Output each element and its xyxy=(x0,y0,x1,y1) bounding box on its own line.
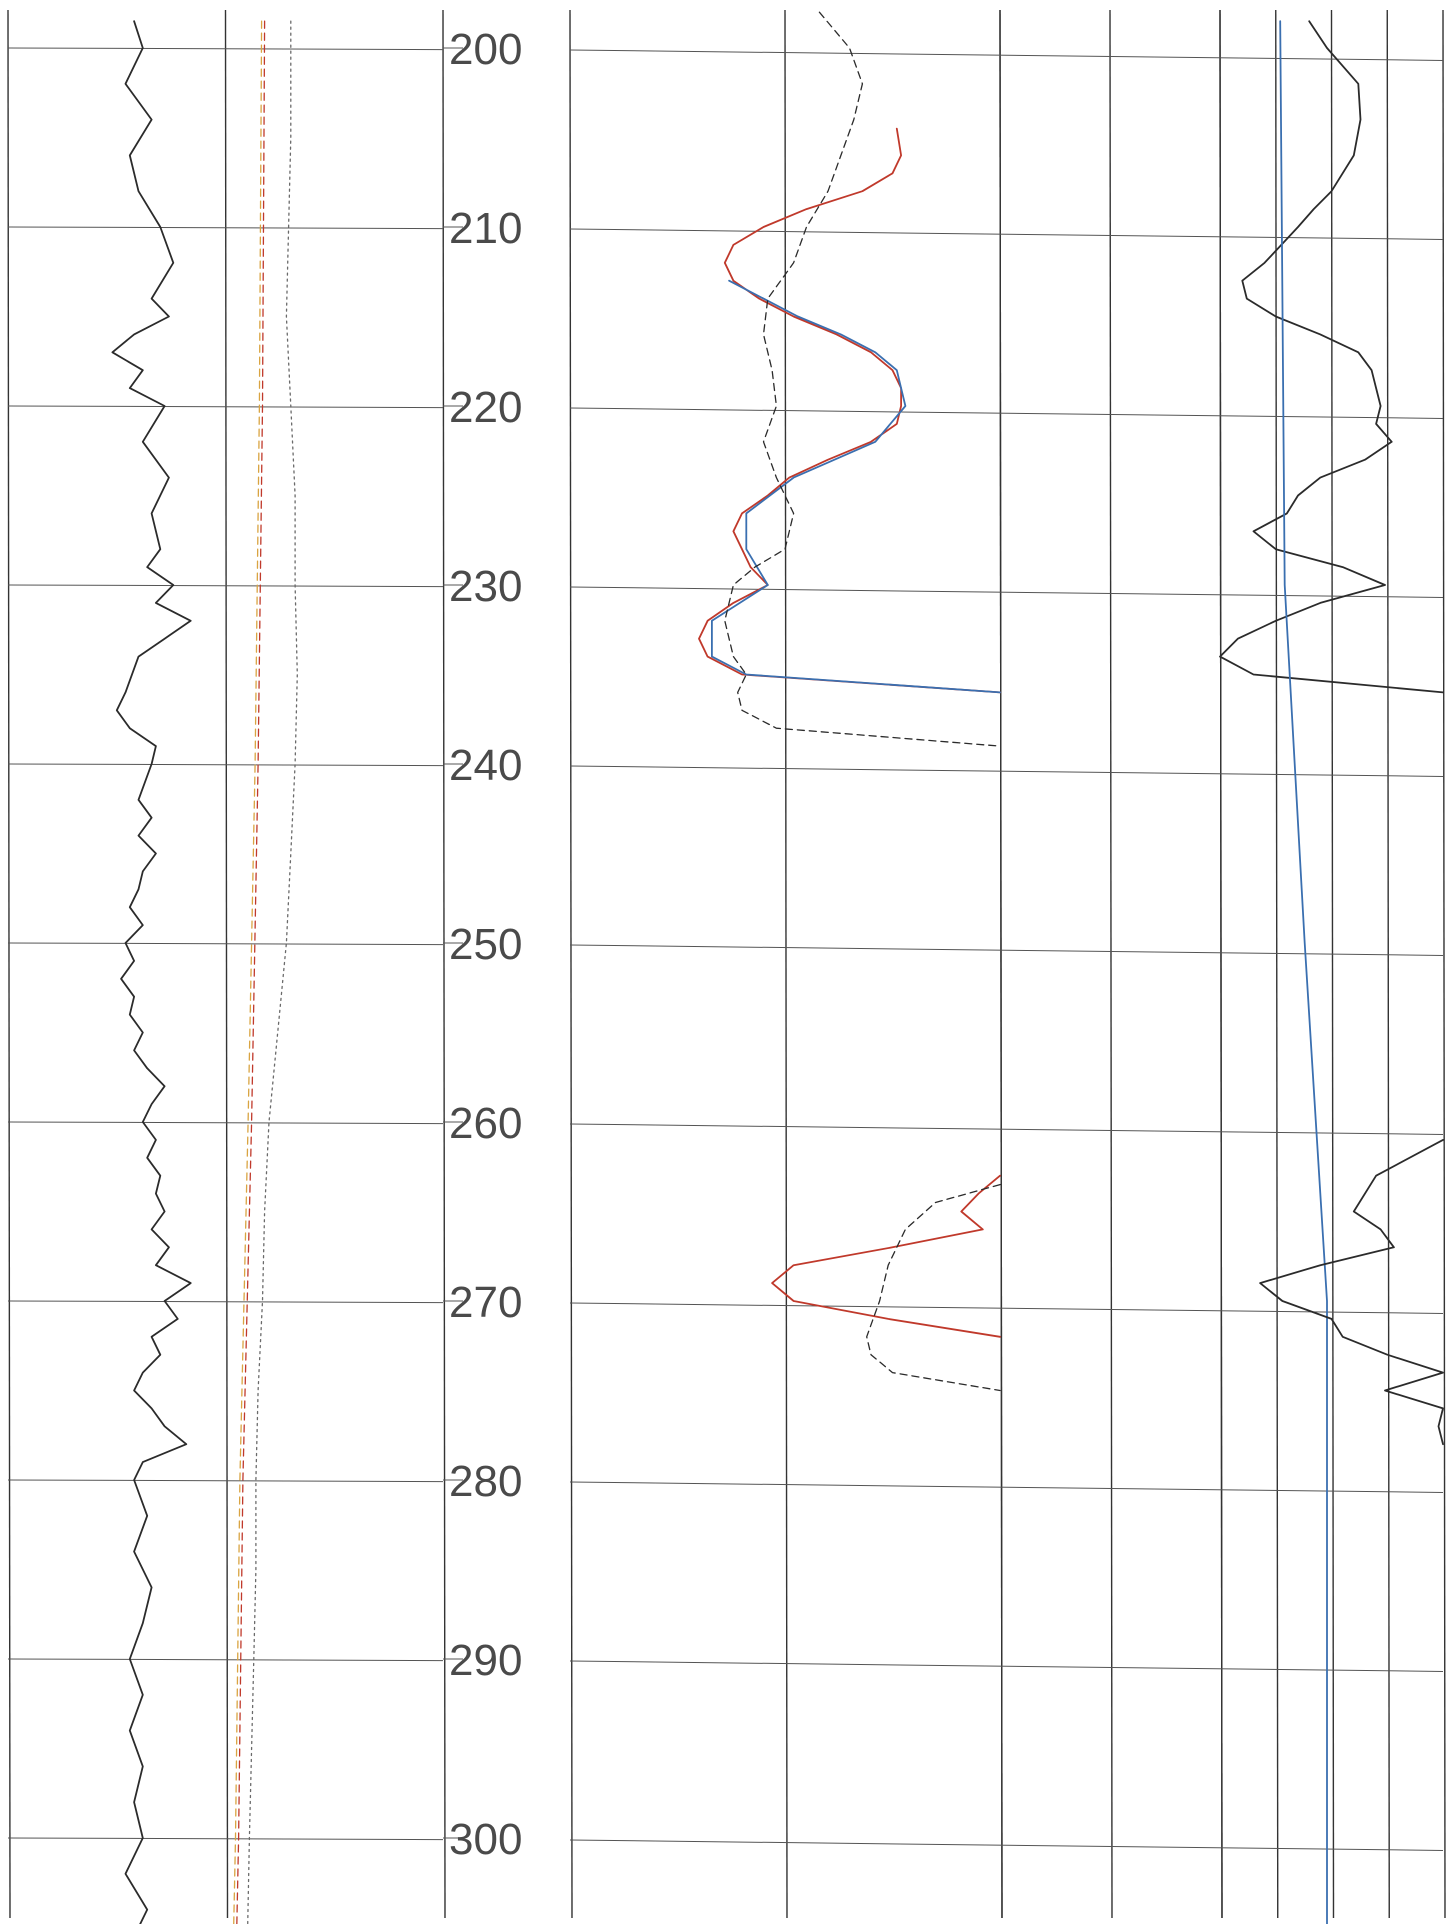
track-1-dashed-1-series xyxy=(236,20,266,1924)
depth-label-250: 250 xyxy=(449,920,522,969)
hgrid-left-210 xyxy=(7,226,444,230)
hgrid-left-270 xyxy=(7,1300,444,1304)
track-2-curve-c-series xyxy=(724,11,1001,747)
hgrid-right-250 xyxy=(569,944,1444,956)
depth-label-290: 290 xyxy=(449,1636,522,1685)
track-1-vgrid-2 xyxy=(442,9,446,1919)
hgrid-right-260 xyxy=(569,1123,1444,1135)
hgrid-left-250 xyxy=(7,942,444,946)
track-4-curve-g-series xyxy=(1279,20,1328,1924)
track-1-vgrid-0 xyxy=(7,9,11,1919)
hgrid-left-230 xyxy=(7,584,444,588)
depth-axis: 200 210 220 230 240 250 260 270 280 290 300 xyxy=(449,25,522,1864)
hgrid-right-200 xyxy=(569,49,1444,61)
track-2-curve-e-series xyxy=(866,1183,1001,1392)
depth-label-300: 300 xyxy=(449,1815,522,1864)
depth-label-280: 280 xyxy=(449,1457,522,1506)
track-1-vgrid-1 xyxy=(224,9,229,1919)
track-1-dashed-2-series xyxy=(233,20,263,1924)
track-4-vgrid-1 xyxy=(1275,9,1279,1919)
track-4-vgrid-0 xyxy=(1219,9,1223,1919)
hgrid-left-200 xyxy=(7,47,444,51)
depth-label-260: 260 xyxy=(449,1099,522,1148)
depth-label-240: 240 xyxy=(449,741,522,790)
track-2-curve-d-series xyxy=(771,1174,1001,1338)
hgrid-right-230 xyxy=(569,586,1444,598)
curve-layer xyxy=(111,11,1444,1924)
track-2-vgrid-1 xyxy=(784,9,788,1919)
hgrid-right-210 xyxy=(569,228,1444,240)
depth-label-220: 220 xyxy=(449,383,522,432)
track-1-dotted-1-series xyxy=(247,20,298,1924)
track-3-vgrid-1 xyxy=(1109,9,1113,1919)
track-4-vgrid-4 xyxy=(1442,9,1446,1919)
hgrid-right-290 xyxy=(569,1660,1444,1672)
hgrid-left-240 xyxy=(7,763,444,767)
hgrid-left-280 xyxy=(7,1479,444,1483)
depth-label-270: 270 xyxy=(449,1278,522,1327)
grid-layer xyxy=(7,9,1446,1919)
track-1-gr-series xyxy=(111,20,192,1924)
hgrid-left-260 xyxy=(7,1121,444,1125)
hgrid-right-280 xyxy=(569,1481,1444,1493)
depth-label-230: 230 xyxy=(449,562,522,611)
depth-label-200: 200 xyxy=(449,25,522,74)
track-3-vgrid-0 xyxy=(999,9,1003,1919)
track-4-vgrid-2 xyxy=(1330,9,1335,1919)
track-4-curve-h-series xyxy=(1259,1139,1444,1446)
track-2-vgrid-0 xyxy=(569,9,573,1919)
hgrid-right-300 xyxy=(569,1839,1444,1851)
track-2-curve-b-series xyxy=(711,279,1001,694)
hgrid-left-290 xyxy=(7,1658,444,1662)
hgrid-left-300 xyxy=(7,1837,444,1841)
track-4-vgrid-3 xyxy=(1386,9,1390,1919)
hgrid-right-220 xyxy=(569,407,1444,419)
track-4-curve-f-series xyxy=(1219,20,1444,694)
depth-label-210: 210 xyxy=(449,204,522,253)
hgrid-right-270 xyxy=(569,1302,1444,1314)
hgrid-left-220 xyxy=(7,405,444,409)
hgrid-right-240 xyxy=(569,765,1444,777)
